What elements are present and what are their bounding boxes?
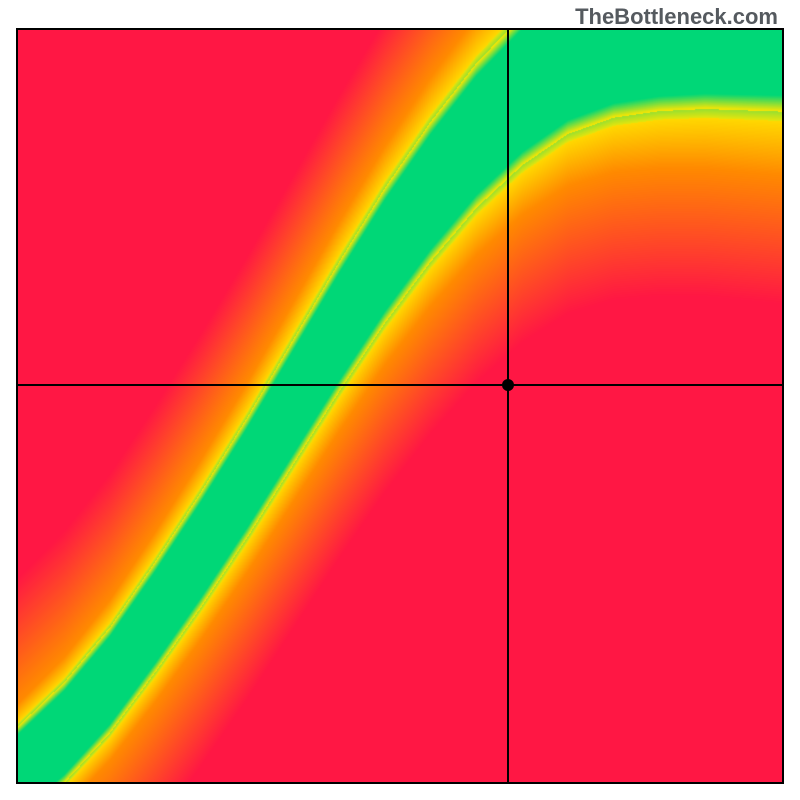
bottleneck-heatmap bbox=[18, 30, 782, 782]
watermark-text: TheBottleneck.com bbox=[575, 4, 778, 30]
crosshair-horizontal-line bbox=[18, 384, 782, 386]
crosshair-vertical-line bbox=[507, 30, 509, 782]
chart-container: TheBottleneck.com bbox=[0, 0, 800, 800]
